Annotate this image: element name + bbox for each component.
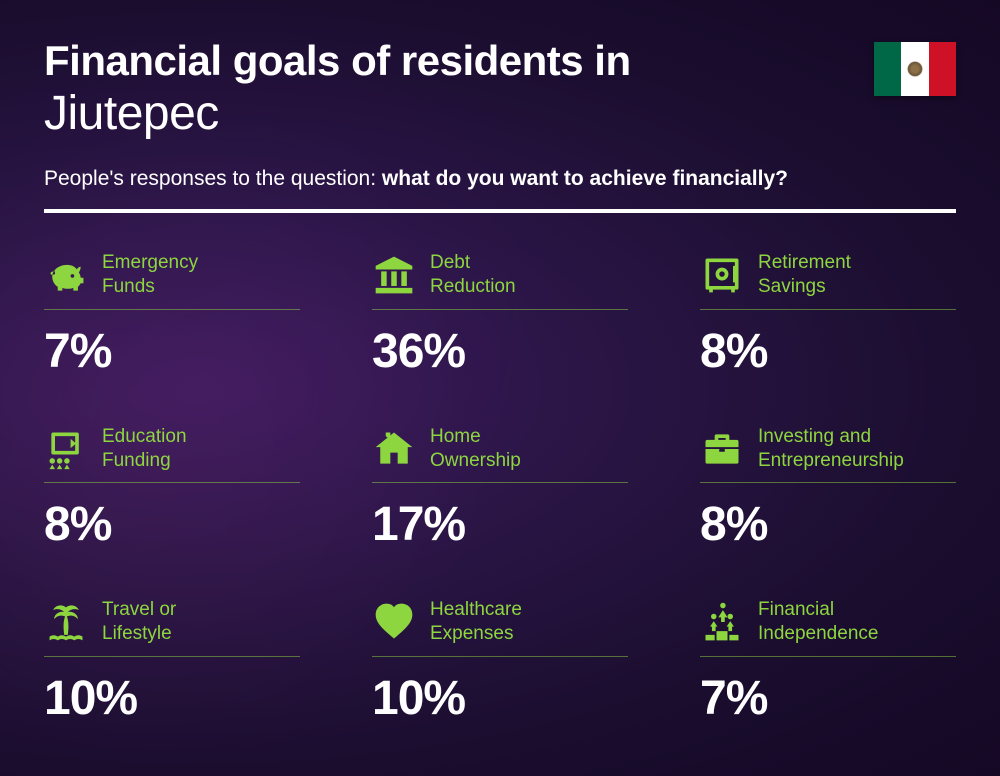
header: Financial goals of residents in Jiutepec… [44, 38, 956, 213]
goal-label-line2: Funds [102, 276, 155, 297]
subtitle-bold: what do you want to achieve financially? [382, 167, 788, 190]
goal-item: Debt Reduction 36% [372, 251, 628, 379]
goal-head: Home Ownership [372, 425, 628, 484]
goal-label-line1: Emergency [102, 252, 198, 273]
goal-label-line2: Savings [758, 276, 826, 297]
goal-label-line1: Home [430, 426, 481, 447]
goal-item: Financial Independence 7% [700, 598, 956, 726]
goal-label-line1: Healthcare [430, 599, 522, 620]
goal-label-line1: Investing and [758, 426, 871, 447]
goal-label-line1: Education [102, 426, 187, 447]
goal-head: Investing and Entrepreneurship [700, 425, 956, 484]
goal-label-line2: Reduction [430, 276, 516, 297]
goal-label: Home Ownership [430, 425, 521, 473]
bank-icon [372, 253, 416, 297]
goal-item: Home Ownership 17% [372, 425, 628, 553]
goal-head: Education Funding [44, 425, 300, 484]
goal-label: Healthcare Expenses [430, 598, 522, 646]
goal-percent: 10% [44, 671, 300, 726]
goal-label-line2: Independence [758, 623, 878, 644]
goal-label: Debt Reduction [430, 251, 516, 299]
header-divider [44, 209, 956, 213]
goal-item: Healthcare Expenses 10% [372, 598, 628, 726]
goal-percent: 8% [700, 497, 956, 552]
goal-label: Investing and Entrepreneurship [758, 425, 904, 473]
palm-icon [44, 600, 88, 644]
goal-percent: 7% [44, 324, 300, 379]
flag-mexico [874, 42, 956, 96]
goal-percent: 10% [372, 671, 628, 726]
education-icon [44, 427, 88, 471]
briefcase-icon [700, 427, 744, 471]
piggy-bank-icon [44, 253, 88, 297]
goal-head: Debt Reduction [372, 251, 628, 310]
goal-label-line2: Entrepreneurship [758, 450, 904, 471]
goal-label: Retirement Savings [758, 251, 851, 299]
title-line2: Jiutepec [44, 86, 956, 141]
goal-item: Investing and Entrepreneurship 8% [700, 425, 956, 553]
goal-percent: 8% [44, 497, 300, 552]
title-line1: Financial goals of residents in [44, 38, 956, 84]
goal-label-line1: Financial [758, 599, 834, 620]
goal-head: Financial Independence [700, 598, 956, 657]
goals-grid: Emergency Funds 7% Debt Reduction 36% Retireme… [44, 251, 956, 726]
goal-head: Healthcare Expenses [372, 598, 628, 657]
subtitle: People's responses to the question: what… [44, 167, 956, 191]
goal-percent: 7% [700, 671, 956, 726]
goal-label-line2: Ownership [430, 450, 521, 471]
goal-label: Education Funding [102, 425, 187, 473]
goal-percent: 17% [372, 497, 628, 552]
goal-item: Emergency Funds 7% [44, 251, 300, 379]
podium-icon [700, 600, 744, 644]
goal-label-line2: Lifestyle [102, 623, 172, 644]
goal-percent: 8% [700, 324, 956, 379]
house-icon [372, 427, 416, 471]
goal-label-line2: Funding [102, 450, 171, 471]
goal-label-line1: Debt [430, 252, 470, 273]
goal-head: Retirement Savings [700, 251, 956, 310]
goal-item: Retirement Savings 8% [700, 251, 956, 379]
heart-icon [372, 600, 416, 644]
goal-head: Travel or Lifestyle [44, 598, 300, 657]
goal-label-line1: Retirement [758, 252, 851, 273]
goal-head: Emergency Funds [44, 251, 300, 310]
goal-label: Financial Independence [758, 598, 878, 646]
subtitle-prefix: People's responses to the question: [44, 167, 382, 190]
safe-icon [700, 253, 744, 297]
goal-percent: 36% [372, 324, 628, 379]
flag-emblem [907, 61, 923, 77]
goal-label: Emergency Funds [102, 251, 198, 299]
flag-stripe-right [929, 42, 956, 96]
goal-item: Travel or Lifestyle 10% [44, 598, 300, 726]
goal-label-line1: Travel or [102, 599, 176, 620]
goal-label-line2: Expenses [430, 623, 513, 644]
flag-stripe-left [874, 42, 901, 96]
goal-item: Education Funding 8% [44, 425, 300, 553]
goal-label: Travel or Lifestyle [102, 598, 176, 646]
